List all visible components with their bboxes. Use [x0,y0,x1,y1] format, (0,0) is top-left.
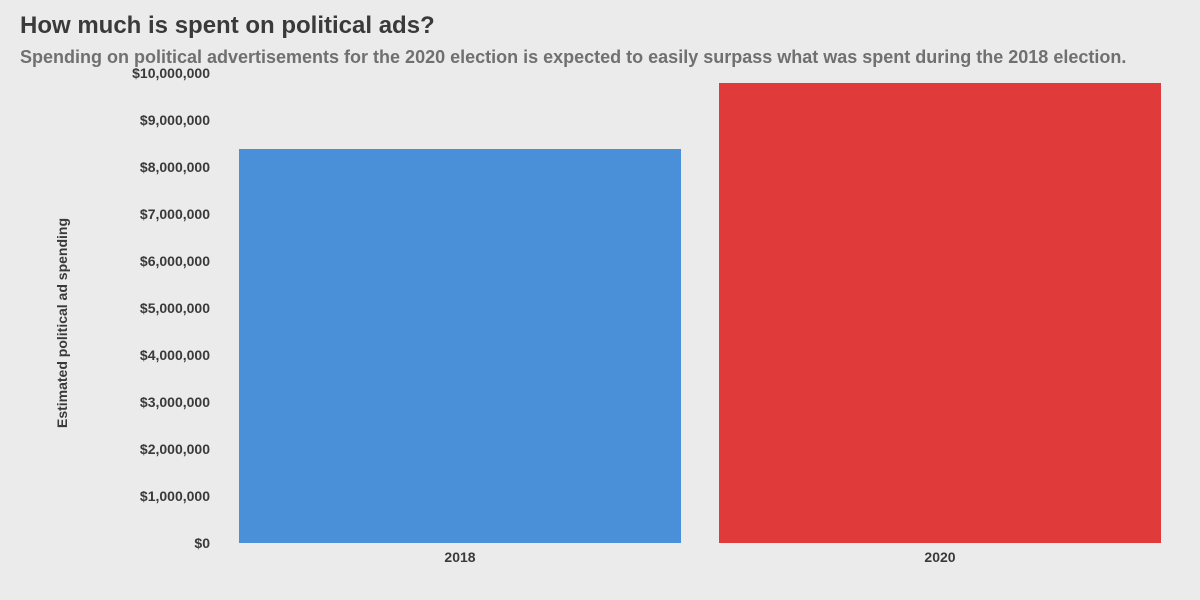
y-tick-label: $0 [194,535,220,551]
y-axis-title: Estimated political ad spending [54,218,70,428]
x-label-2018: 2018 [444,543,475,565]
plot-area: $0$1,000,000$2,000,000$3,000,000$4,000,0… [220,73,1180,543]
y-tick-label: $6,000,000 [140,253,220,269]
y-tick-label: $10,000,000 [132,65,220,81]
y-tick-label: $9,000,000 [140,112,220,128]
y-tick-label: $4,000,000 [140,347,220,363]
y-tick-label: $8,000,000 [140,159,220,175]
y-tick-label: $1,000,000 [140,488,220,504]
bar-2018 [239,149,681,544]
y-tick-label: $7,000,000 [140,206,220,222]
x-label-2020: 2020 [924,543,955,565]
bar-2020 [719,83,1161,544]
chart-title: How much is spent on political ads? [20,12,1180,40]
y-tick-label: $5,000,000 [140,300,220,316]
y-tick-label: $3,000,000 [140,394,220,410]
chart-area: Estimated political ad spending $0$1,000… [20,73,1180,573]
y-tick-label: $2,000,000 [140,441,220,457]
